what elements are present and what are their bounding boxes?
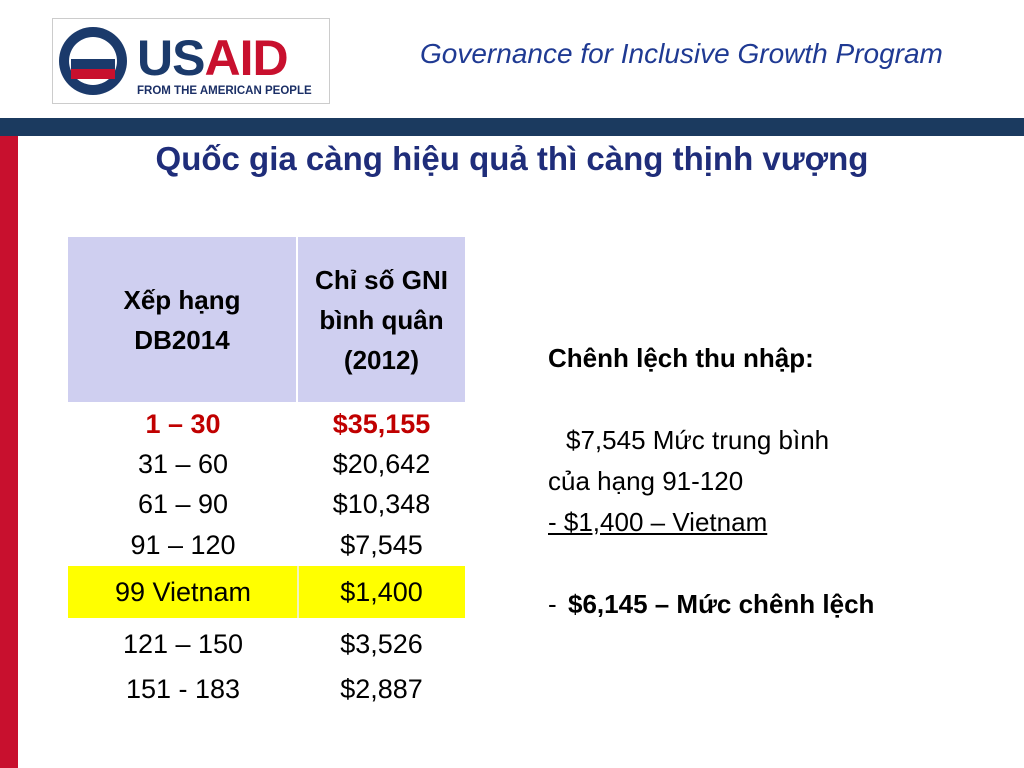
table-cell: $2,887 (340, 674, 423, 704)
slide-title: Quốc gia càng hiệu quả thì càng thịnh vư… (155, 140, 869, 177)
table-cell: $3,526 (340, 629, 423, 659)
table-cell: $35,155 (332, 409, 431, 439)
table-cell: $7,545 (340, 530, 423, 560)
cell-divider (297, 566, 299, 618)
table-cell: $1,400 (340, 577, 423, 607)
table-cell: 61 – 90 (137, 489, 229, 519)
note-line: $7,545 Mức trung bình (566, 425, 830, 455)
table-cell: 31 – 60 (137, 449, 229, 479)
wordmark-aid: AID (204, 30, 288, 86)
seal (59, 27, 127, 95)
table-cell: 121 – 150 (122, 629, 244, 659)
table-cell: 1 – 30 (145, 409, 221, 439)
wordmark: USAID (137, 29, 289, 87)
table-cell: 99 Vietnam (114, 577, 252, 607)
side-bar (0, 136, 18, 768)
note-heading: Chênh lệch thu nhập: (548, 343, 814, 373)
table-cell: 91 – 120 (130, 530, 236, 560)
header-bar (0, 118, 1024, 136)
column-header: Xếp hạng DB2014 (68, 237, 296, 402)
table-cell: $10,348 (332, 489, 431, 519)
note-difference: $6,145 – Mức chênh lệch (568, 589, 875, 619)
logo: USAID FROM THE AMERICAN PEOPLE (52, 18, 330, 104)
program-name: Governance for Inclusive Growth Program (420, 38, 943, 69)
table-cell: $20,642 (332, 449, 431, 479)
table-cell: 151 - 183 (125, 674, 241, 704)
note-line: - $1,400 – Vietnam (548, 507, 768, 537)
tagline: FROM THE AMERICAN PEOPLE (137, 85, 312, 97)
wordmark-us: US (137, 30, 205, 86)
highlight-row (68, 566, 465, 618)
note-line: của hạng 91-120 (548, 466, 744, 496)
note-dash: - (548, 589, 557, 619)
column-header: Chỉ số GNI bình quân (2012) (298, 237, 465, 402)
